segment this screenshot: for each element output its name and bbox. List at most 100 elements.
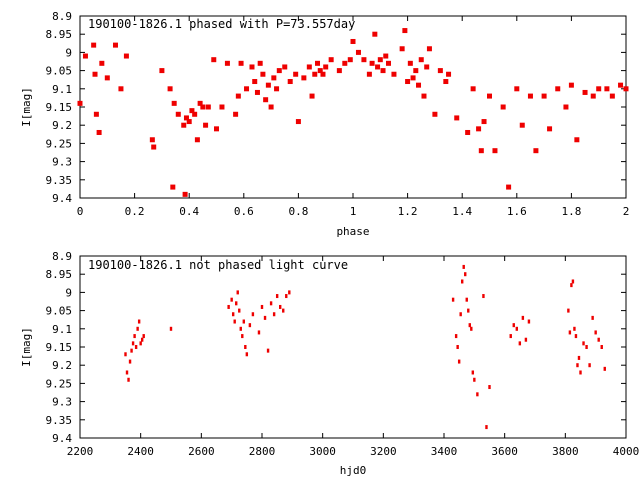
x-tick-label: 3400	[431, 445, 458, 458]
data-point	[402, 28, 408, 34]
data-point	[242, 319, 245, 324]
x-tick-label: 3200	[370, 445, 397, 458]
data-point	[194, 137, 200, 143]
data-point	[446, 71, 452, 77]
data-point	[279, 304, 282, 309]
data-point	[112, 42, 118, 48]
data-point	[369, 60, 375, 66]
x-tick-label: 0.8	[288, 205, 308, 218]
data-point	[131, 341, 135, 346]
data-point	[380, 68, 386, 74]
data-point	[571, 279, 575, 284]
x-tick-label: 3800	[552, 445, 579, 458]
data-point	[244, 86, 250, 92]
data-point	[462, 264, 465, 269]
data-point	[251, 312, 255, 317]
data-point	[282, 64, 288, 70]
data-point	[597, 337, 600, 342]
data-point	[603, 366, 606, 371]
phased-light-curve-panel: 190100-1826.1 phased with P=73.557day ph…	[20, 10, 629, 238]
data-point	[182, 191, 188, 197]
data-point	[482, 294, 485, 299]
y-axis-label: I[mag]	[20, 327, 33, 367]
data-point	[596, 86, 602, 92]
data-point	[249, 64, 255, 70]
data-point	[426, 46, 432, 52]
y-tick-label: 9.15	[46, 101, 73, 114]
data-point	[527, 319, 531, 324]
data-point	[470, 86, 476, 92]
data-point	[244, 345, 247, 349]
data-point	[235, 301, 238, 306]
data-point	[260, 71, 266, 77]
x-tick-label: 2400	[127, 445, 154, 458]
data-point	[515, 326, 518, 331]
data-point	[128, 359, 132, 364]
data-point	[342, 60, 348, 66]
x-tick-label: 3000	[309, 445, 336, 458]
data-point	[186, 119, 192, 125]
x-tick-label: 2200	[67, 445, 94, 458]
data-point	[473, 377, 476, 382]
data-point	[317, 68, 323, 74]
data-point	[418, 57, 424, 63]
data-point	[257, 60, 263, 66]
data-point	[468, 323, 471, 328]
data-point	[518, 341, 522, 346]
data-point	[588, 363, 591, 368]
unphased-light-curve-panel: 190100-1826.1 not phased light curve hjd…	[20, 250, 639, 477]
data-point	[263, 315, 267, 320]
data-point	[254, 89, 260, 95]
data-point	[570, 283, 573, 288]
y-tick-label: 9.4	[52, 432, 72, 445]
y-tick-label: 9.1	[52, 323, 72, 336]
data-point	[323, 64, 329, 70]
data-point	[509, 334, 512, 339]
data-point	[355, 49, 361, 55]
y-tick-label: 9.05	[46, 305, 73, 318]
data-point	[563, 104, 569, 110]
x-tick-label: 0.4	[179, 205, 199, 218]
data-point	[416, 82, 422, 88]
data-point	[500, 104, 506, 110]
data-point	[167, 86, 173, 92]
data-point	[459, 312, 462, 317]
data-point	[487, 93, 492, 99]
data-point	[476, 126, 482, 132]
data-point	[456, 345, 459, 349]
data-point	[224, 60, 230, 66]
x-tick-label: 1.6	[507, 205, 527, 218]
axis-ticks: 0 0.2 0.4 0.6 0.8 1 1.2 1.4 1.6 1.8 2 8.9 8.95 9 9.05 9…	[46, 10, 630, 218]
data-point	[282, 308, 285, 313]
data-point	[454, 115, 460, 121]
data-point	[149, 137, 155, 143]
data-point	[169, 326, 173, 331]
data-point	[547, 126, 553, 132]
x-tick-label: 0.2	[125, 205, 145, 218]
y-tick-label: 9.2	[52, 119, 72, 132]
data-point	[514, 86, 520, 92]
data-point	[481, 119, 487, 125]
data-point	[567, 308, 570, 313]
data-point	[457, 359, 461, 364]
data-point	[383, 53, 389, 59]
data-point	[375, 64, 381, 70]
data-point	[451, 297, 455, 302]
y-tick-label: 9.2	[52, 359, 72, 372]
x-tick-label: 0.6	[234, 205, 254, 218]
y-tick-label: 9.3	[52, 156, 72, 169]
data-point	[133, 334, 136, 339]
data-point	[350, 38, 356, 44]
data-point	[263, 97, 269, 103]
data-point	[618, 82, 624, 88]
data-point	[410, 75, 416, 81]
plot-frame	[79, 255, 627, 439]
data-point	[287, 79, 293, 85]
chart-title: 190100-1826.1 phased with P=73.557day	[88, 17, 355, 31]
data-point	[576, 363, 579, 368]
data-point	[260, 304, 264, 309]
data-point	[238, 60, 244, 66]
data-point	[170, 184, 176, 190]
y-tick-label: 9.4	[52, 192, 72, 205]
